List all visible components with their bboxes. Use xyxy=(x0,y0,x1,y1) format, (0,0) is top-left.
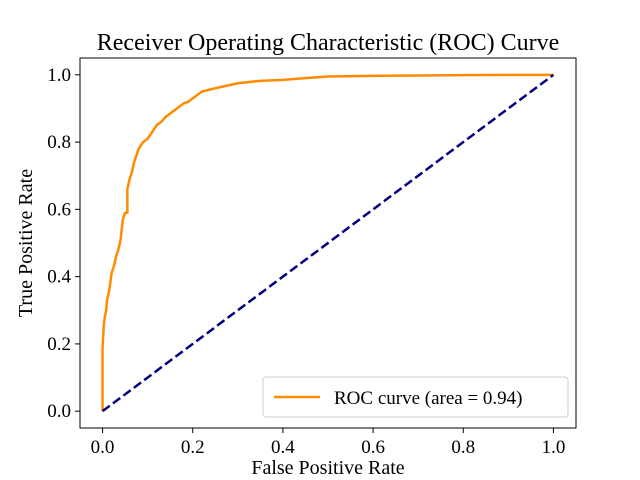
y-tick-label: 0.2 xyxy=(47,334,71,355)
chance-diagonal-line xyxy=(101,73,555,413)
y-tick-label: 1.0 xyxy=(47,65,71,86)
x-tick-label: 0.4 xyxy=(271,437,295,458)
legend-label-roc: ROC curve (area = 0.94) xyxy=(334,388,523,409)
y-axis: 0.0 0.2 0.4 0.6 0.8 1.0 xyxy=(47,65,80,422)
x-tick-label: 0.8 xyxy=(451,437,475,458)
x-axis-label: False Positive Rate xyxy=(251,457,404,479)
chart-title: Receiver Operating Characteristic (ROC) … xyxy=(97,30,560,56)
plot-frame xyxy=(79,57,577,429)
y-tick-label: 0.0 xyxy=(47,401,71,422)
plot-area xyxy=(101,73,555,413)
roc-curve-line xyxy=(101,73,554,412)
x-tick-label: 0.6 xyxy=(361,437,385,458)
y-tick-label: 0.4 xyxy=(47,267,71,288)
x-axis: 0.0 0.2 0.4 0.6 0.8 1.0 xyxy=(91,428,566,458)
x-tick-label: 0.0 xyxy=(91,437,115,458)
y-axis-label: True Positive Rate xyxy=(15,169,37,317)
y-tick-label: 0.8 xyxy=(47,132,71,153)
y-tick-label: 0.6 xyxy=(47,199,71,220)
legend: ROC curve (area = 0.94) xyxy=(262,376,569,418)
x-tick-label: 0.2 xyxy=(181,437,205,458)
legend-box xyxy=(262,376,569,418)
x-tick-label: 1.0 xyxy=(542,437,566,458)
